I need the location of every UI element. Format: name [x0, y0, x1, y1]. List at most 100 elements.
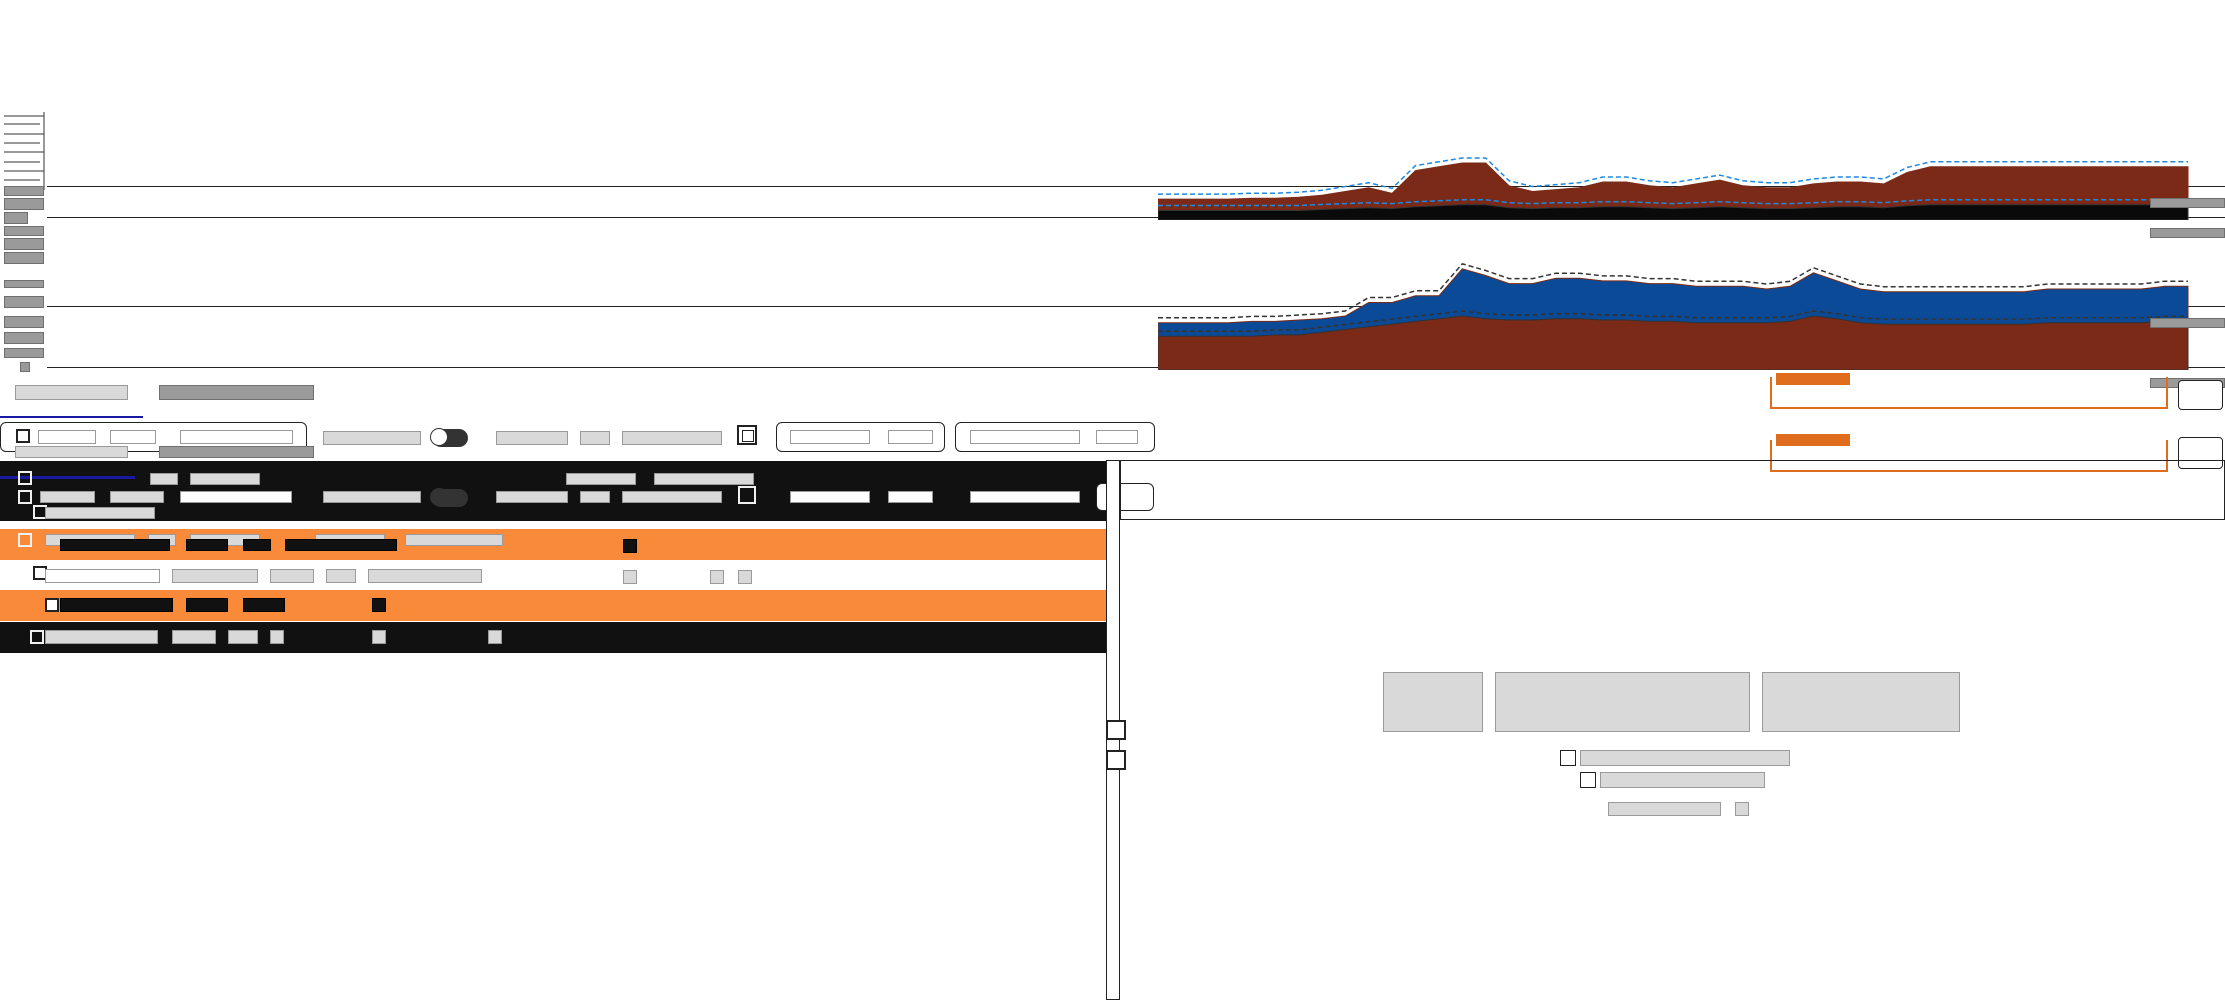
toolbar-input-1[interactable] — [323, 431, 421, 445]
header-cell-2 — [190, 473, 260, 485]
header-checkbox-1[interactable] — [18, 471, 32, 485]
row4-cell-6 — [488, 630, 502, 644]
chart1-side-label-1 — [2150, 198, 2225, 208]
header-divider — [0, 416, 143, 418]
detail-block-2 — [1495, 672, 1750, 732]
row4-checkbox[interactable] — [30, 630, 44, 644]
header-cell-15[interactable] — [1096, 483, 1154, 511]
panel-button-1[interactable] — [2178, 380, 2223, 410]
ruler-tab-10[interactable] — [4, 332, 44, 344]
detail-field-1[interactable] — [1580, 750, 1790, 766]
toolbar-field-4[interactable] — [15, 446, 128, 458]
row1-cell-6 — [60, 539, 170, 551]
row4-cell-1 — [45, 630, 158, 644]
ruler-tab-12[interactable] — [20, 362, 30, 372]
row3-cell-3 — [243, 598, 285, 612]
filter-field-a[interactable] — [15, 385, 128, 400]
toolbar-field-1[interactable] — [38, 430, 96, 444]
row2-cell-3 — [270, 569, 314, 583]
chart2-series-1-line — [1158, 262, 2188, 319]
chart2-series-2-area — [1158, 315, 2189, 370]
toolbar-mid-field-1[interactable] — [790, 430, 870, 444]
detail-checkbox-1[interactable] — [1560, 750, 1576, 766]
row4-cell-3 — [228, 630, 258, 644]
header-cell-11 — [622, 491, 722, 503]
ruler-tab-2[interactable] — [4, 198, 44, 210]
orange-panel-1[interactable] — [1770, 377, 2168, 409]
header-cell-1 — [150, 473, 178, 485]
row4-cell-2 — [172, 630, 216, 644]
ruler-tab-4[interactable] — [4, 226, 44, 236]
header-cell-14 — [970, 491, 1080, 503]
row1-cell-10 — [623, 539, 637, 553]
toolbar-checkbox[interactable] — [16, 429, 30, 443]
ruler-tab-7[interactable] — [4, 280, 44, 288]
row1-checkbox[interactable] — [18, 533, 32, 547]
table-row-1[interactable] — [0, 529, 1107, 560]
toolbar-field-2[interactable] — [110, 430, 156, 444]
header-cell-7 — [180, 491, 292, 503]
row1-cell-8 — [243, 539, 271, 551]
table-row-2[interactable] — [0, 562, 1107, 593]
toggle-knob-icon — [430, 488, 448, 506]
toolbar-field-3[interactable] — [180, 430, 293, 444]
row3-cell-1 — [60, 598, 173, 612]
toolbar-right-field-2[interactable] — [1096, 430, 1138, 444]
row2-cell-7 — [710, 570, 724, 584]
row3-checkbox[interactable] — [45, 598, 59, 612]
vertical-ruler — [0, 110, 50, 370]
header-cell-8 — [323, 491, 421, 503]
header-cell-5 — [40, 491, 95, 503]
toolbar-square-button[interactable] — [737, 425, 757, 445]
detail-field-2[interactable] — [1600, 772, 1765, 788]
ruler-tab-9[interactable] — [4, 316, 44, 328]
row1-cell-5 — [405, 534, 503, 546]
header-checkbox-3[interactable] — [738, 486, 756, 504]
toolbar-right-field-1[interactable] — [970, 430, 1080, 444]
row2-cell-8 — [738, 570, 752, 584]
filter-field-b[interactable] — [159, 385, 314, 400]
orange-tab-1[interactable] — [1776, 373, 1850, 385]
row2-cell-4 — [326, 569, 356, 583]
row4-cell-5 — [372, 630, 386, 644]
row1-cell-9 — [285, 539, 397, 551]
row2-cell-5 — [368, 569, 482, 583]
header-cell-4 — [654, 473, 754, 485]
detail-field-4[interactable] — [1735, 802, 1749, 816]
panel-button-2[interactable] — [2178, 437, 2223, 469]
detail-field-3[interactable] — [1608, 802, 1721, 816]
header-cell-9 — [496, 491, 568, 503]
toolbar-input-2[interactable] — [496, 431, 568, 445]
row3-cell-4 — [372, 598, 386, 612]
ruler-svg — [4, 112, 45, 190]
detail-checkbox-2[interactable] — [1580, 772, 1596, 788]
ruler-tab-8[interactable] — [4, 296, 44, 308]
row1-cell-7 — [186, 539, 228, 551]
track-lane-1 — [47, 186, 2225, 218]
orange-tab-2[interactable] — [1776, 434, 1850, 446]
ruler-tab-5[interactable] — [4, 238, 44, 250]
header-cell-12 — [790, 491, 870, 503]
header-toggle[interactable] — [430, 488, 468, 507]
header-cell-16 — [45, 507, 155, 519]
toolbar-input-4[interactable] — [622, 431, 722, 445]
toolbar-toggle[interactable] — [430, 428, 468, 447]
splitter-handle-top[interactable] — [1106, 720, 1126, 740]
toolbar-input-3[interactable] — [580, 431, 610, 445]
chart2-side-label-1 — [2150, 318, 2225, 328]
row3-cell-2 — [186, 598, 228, 612]
track-lane-2 — [47, 306, 2225, 368]
ruler-tab-11[interactable] — [4, 348, 44, 358]
splitter-handle-bottom[interactable] — [1106, 750, 1126, 770]
header-checkbox-2[interactable] — [18, 490, 32, 504]
toolbar-field-5[interactable] — [159, 446, 314, 458]
toolbar-mid-field-2[interactable] — [888, 430, 933, 444]
header-cell-10 — [580, 491, 610, 503]
table-row-3[interactable] — [0, 590, 1107, 621]
table-row-4[interactable] — [0, 622, 1107, 653]
orange-panel-2[interactable] — [1770, 440, 2168, 472]
ruler-tab-1[interactable] — [4, 186, 44, 196]
ruler-tab-3[interactable] — [4, 212, 28, 224]
header-cell-6 — [110, 491, 164, 503]
ruler-tab-6[interactable] — [4, 252, 44, 264]
